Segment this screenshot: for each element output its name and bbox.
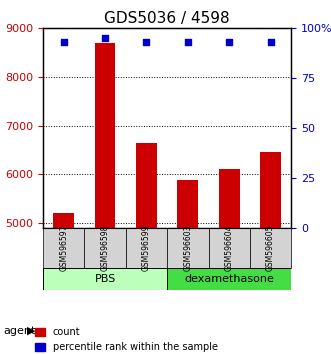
Text: agent: agent [3, 326, 36, 336]
FancyBboxPatch shape [167, 228, 209, 268]
Point [226, 39, 232, 45]
Point [268, 39, 273, 45]
Point [185, 39, 191, 45]
FancyBboxPatch shape [167, 268, 291, 290]
Text: PBS: PBS [94, 274, 116, 284]
Text: GSM596598: GSM596598 [101, 225, 110, 272]
Text: GSM596605: GSM596605 [266, 225, 275, 272]
Bar [95, 43, 116, 228]
Bar [260, 153, 281, 228]
FancyBboxPatch shape [43, 268, 167, 290]
Legend: count, percentile rank within the sample: count, percentile rank within the sample [31, 324, 222, 354]
Bar [177, 180, 198, 228]
Title: GDS5036 / 4598: GDS5036 / 4598 [104, 11, 230, 26]
Text: GSM596597: GSM596597 [59, 225, 68, 272]
FancyBboxPatch shape [250, 228, 291, 268]
FancyBboxPatch shape [43, 228, 84, 268]
Text: GSM596604: GSM596604 [225, 225, 234, 272]
Bar [219, 170, 240, 228]
Point [103, 35, 108, 41]
Bar [136, 143, 157, 228]
Bar [53, 213, 74, 228]
Point [61, 39, 66, 45]
Point [144, 39, 149, 45]
Text: ▶: ▶ [26, 326, 35, 336]
Text: GSM596603: GSM596603 [183, 225, 192, 272]
FancyBboxPatch shape [126, 228, 167, 268]
Text: dexamethasone: dexamethasone [184, 274, 274, 284]
Text: GSM596599: GSM596599 [142, 225, 151, 272]
FancyBboxPatch shape [84, 228, 126, 268]
FancyBboxPatch shape [209, 228, 250, 268]
